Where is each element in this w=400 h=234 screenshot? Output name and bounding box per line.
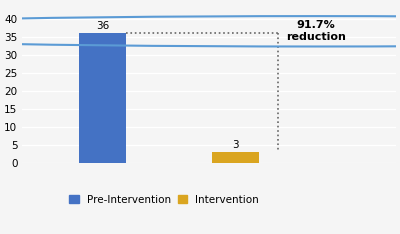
Legend: Pre-Intervention, Intervention: Pre-Intervention, Intervention <box>65 191 263 209</box>
Text: 91.7%
reduction: 91.7% reduction <box>286 21 346 42</box>
Text: 36: 36 <box>96 21 109 31</box>
Text: 3: 3 <box>232 140 239 150</box>
Bar <box>212 153 259 163</box>
Bar <box>79 33 126 163</box>
